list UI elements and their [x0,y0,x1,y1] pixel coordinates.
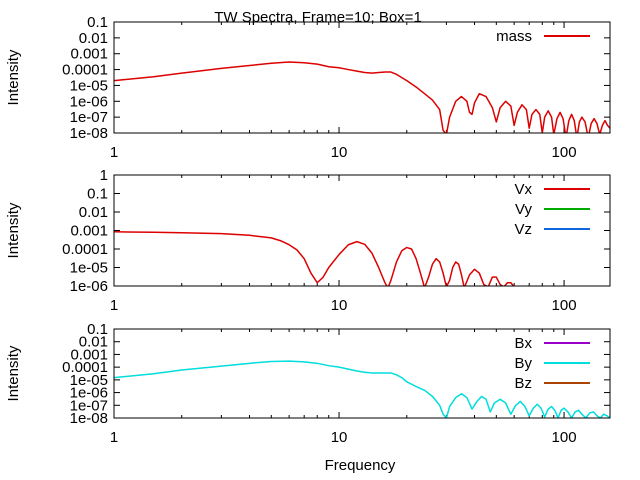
y-axis-label: Intensity [5,202,22,258]
y-tick-label: 0.01 [79,30,108,47]
legend-label-by: By [514,355,532,372]
y-tick-label: 1e-06 [70,278,108,295]
plot-frame [113,328,611,419]
y-axis-label: Intensity [5,49,22,105]
y-tick-label: 0.1 [87,186,108,203]
y-tick-label: 1e-05 [70,260,108,277]
x-tick-label: 1 [110,144,118,161]
y-tick-label: 1e-08 [70,410,108,427]
legend-label-bz: Bz [514,375,532,392]
y-tick-label: 0.1 [87,14,108,31]
y-tick-label: 0.001 [70,346,108,363]
figure-title: TW Spectra, Frame=10; Box=1 [214,9,422,26]
y-tick-label: 0.1 [87,321,108,338]
series-line-vx [114,231,515,286]
y-tick-label: 0.0001 [62,62,108,79]
x-tick-label: 10 [331,297,348,314]
legend-label-bx: Bx [514,335,532,352]
y-tick-label: 1e-05 [70,372,108,389]
y-tick-label: 0.0001 [62,359,108,376]
y-tick-label: 1e-06 [70,93,108,110]
y-tick-label: 1e-08 [70,125,108,142]
x-tick-label: 1 [110,297,118,314]
x-tick-label: 100 [552,297,577,314]
y-tick-label: 1e-05 [70,77,108,94]
y-tick-label: 1e-06 [70,385,108,402]
y-tick-label: 0.01 [79,334,108,351]
y-tick-label: 1e-07 [70,397,108,414]
x-tick-label: 1 [110,429,118,446]
legend-label-vy: Vy [515,201,532,218]
y-tick-label: 1e-07 [70,109,108,126]
x-tick-label: 10 [331,144,348,161]
y-tick-label: 0.01 [79,204,108,221]
series-line-by [114,360,610,418]
y-axis-label: Intensity [5,345,22,401]
legend-label-mass: mass [496,28,532,45]
y-tick-label: 1 [100,167,108,184]
x-tick-label: 10 [331,429,348,446]
legend-label-vz: Vz [514,221,532,238]
legend-label-vx: Vx [514,181,532,198]
y-tick-label: 0.001 [70,46,108,63]
y-tick-label: 0.0001 [62,241,108,258]
x-tick-label: 100 [552,429,577,446]
series-line-mass [114,61,610,133]
plot-frame [113,21,611,134]
x-tick-label: 100 [552,144,577,161]
y-tick-label: 0.001 [70,223,108,240]
x-axis-label: Frequency [325,457,396,474]
plot-frame [113,174,611,287]
